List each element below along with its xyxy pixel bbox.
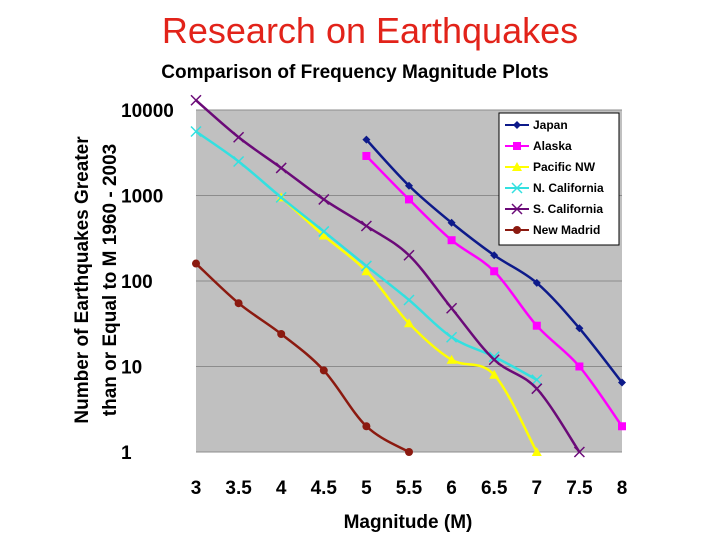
data-point-alaska [405,195,413,204]
legend-label: Japan [533,118,568,132]
data-point-s-california [573,446,585,458]
data-point-n-california [488,351,500,363]
data-point-alaska [362,151,371,160]
series-new-madrid [192,259,413,456]
data-point-s-california [275,162,287,174]
data-point-s-california [360,220,372,232]
x-tick-label: 8 [617,478,628,499]
legend-entry: New Madrid [505,223,600,237]
legend-marker [513,121,521,129]
data-point-japan [362,135,371,144]
series-line-s-california [195,99,581,453]
data-point-japan [618,378,626,387]
data-point-alaska [447,236,456,245]
x-axis-ticks: 3 3.5 4 4.5 5 5.5 6 6.5 7 7.5 8 [191,478,628,499]
x-tick-label: 4.5 [311,478,338,499]
legend-label: Pacific NW [533,160,596,174]
legend-marker [513,142,521,150]
data-point-s-california [446,302,458,314]
x-tick-label: 4 [276,478,287,499]
y-tick-label: 1000 [121,187,163,208]
y-axis-label-line: than or Equal to M 1960 - 2003 [100,144,121,416]
legend-marker [512,162,522,171]
legend-label: N. California [533,181,604,195]
data-point-n-california [360,260,372,272]
data-point-new-madrid [319,366,328,375]
data-point-pacific-nw [489,369,500,379]
legend-entry: N. California [505,181,604,195]
data-point-n-california [446,331,458,343]
data-point-alaska [618,422,626,431]
x-tick-label: 7 [532,478,543,499]
y-tick-label: 1 [121,443,132,464]
data-point-s-california [403,249,415,261]
series-layer [190,94,626,458]
series-japan [362,135,626,387]
slide-title: Research on Earthquakes [161,10,579,51]
legend-marker [511,203,523,215]
series-n-california [190,125,543,386]
data-point-japan [490,251,499,260]
legend-box [498,112,620,246]
data-point-n-california [403,294,415,306]
data-point-pacific-nw [404,318,414,328]
chart-title: Comparison of Frequency Magnitude Plots [161,62,548,83]
data-point-s-california [531,383,543,395]
data-point-new-madrid [362,422,371,431]
data-point-alaska [575,362,584,371]
data-point-japan [575,324,584,333]
x-axis-label: Magnitude (M) [344,512,473,533]
data-point-new-madrid [277,329,286,338]
x-tick-label: 6 [446,478,457,499]
data-point-n-california [318,225,330,237]
legend-label: Alaska [533,139,572,153]
data-point-pacific-nw [531,447,542,456]
data-point-pacific-nw [318,230,329,240]
x-tick-label: 7.5 [566,478,593,499]
legend-entry: Japan [505,118,568,132]
legend-entry: Alaska [505,139,572,153]
legend-marker [511,182,523,194]
y-tick-label: 100 [121,272,153,293]
legend: Japan Alaska Pacific NW N. California S. Cal… [498,112,620,246]
data-point-n-california [275,191,287,203]
y-tick-label: 10000 [121,101,174,122]
legend-label: S. California [533,202,603,216]
x-tick-label: 6.5 [481,478,508,499]
series-s-california [190,94,585,458]
series-alaska [362,151,626,431]
legend-marker [513,226,521,234]
data-point-s-california [190,94,202,106]
data-point-n-california [233,155,245,168]
data-point-s-california [318,193,330,205]
y-axis-label-line: Number of Earthquakes Greater [72,136,93,424]
x-tick-label: 3 [191,478,202,499]
legend-label: New Madrid [533,223,600,237]
data-point-s-california [488,354,500,366]
y-axis-ticks: 1 10 100 1000 10000 [121,101,174,464]
data-point-new-madrid [405,448,413,456]
x-tick-label: 5 [361,478,372,499]
legend-entry: Pacific NW [505,160,596,174]
data-point-alaska [532,321,541,330]
data-point-japan [447,218,456,227]
data-point-s-california [233,131,245,143]
data-point-new-madrid [234,299,243,308]
y-axis-label: Number of Earthquakes Greater than or Equ… [72,136,121,424]
data-point-n-california [531,374,543,386]
data-point-japan [532,278,541,287]
data-point-n-california [190,125,202,138]
data-point-pacific-nw [446,354,457,364]
data-point-new-madrid [192,259,200,268]
data-point-japan [405,181,413,190]
x-tick-label: 5.5 [396,478,423,499]
data-point-alaska [490,267,499,276]
legend-entry: S. California [505,202,603,216]
x-tick-label: 3.5 [225,478,252,499]
data-point-pacific-nw [361,266,372,276]
y-tick-label: 10 [121,358,142,379]
